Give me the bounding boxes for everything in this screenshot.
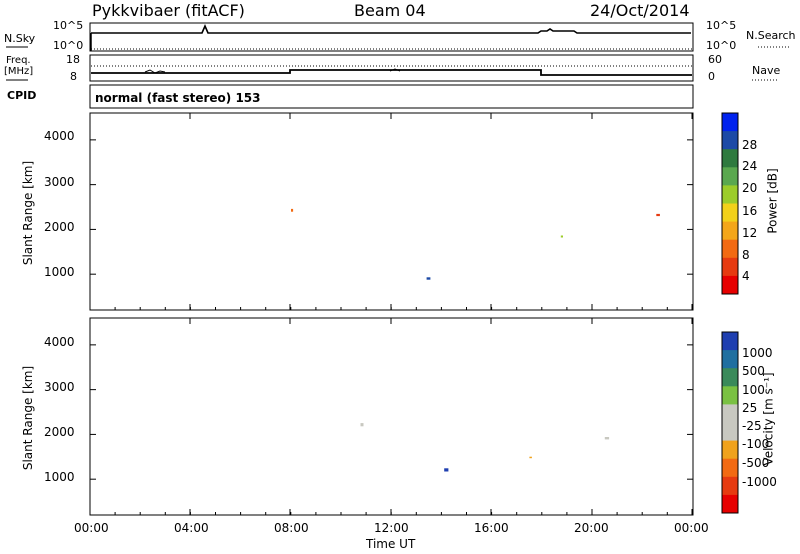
colorbar-segment bbox=[722, 332, 738, 351]
backscatter-cell bbox=[604, 437, 610, 440]
nave-right-tick-top: 60 bbox=[708, 53, 722, 66]
cpid-panel-frame bbox=[89, 84, 694, 109]
colorbar-segment bbox=[722, 404, 738, 423]
power-ytick-1000: 1000 bbox=[44, 265, 75, 279]
colorbar-segment bbox=[722, 275, 738, 295]
nsearch-label: N.Search bbox=[746, 29, 796, 42]
colorbar-segment bbox=[722, 476, 738, 496]
colorbar-segment bbox=[722, 350, 738, 369]
colorbar-segment bbox=[722, 239, 738, 259]
freq-left-tick-bottom: 8 bbox=[70, 70, 77, 83]
xtick-2000: 20:00 bbox=[574, 521, 609, 535]
backscatter-cell bbox=[529, 456, 532, 459]
velocity-scatter-layer bbox=[360, 423, 610, 472]
power-cb-tick-20: 20 bbox=[742, 181, 758, 195]
velocity-panel-frame bbox=[89, 317, 694, 516]
power-colorbar-frame bbox=[721, 112, 739, 295]
backscatter-cell bbox=[656, 213, 660, 217]
xtick-0800: 08:00 bbox=[274, 521, 309, 535]
frequency-trace-noise bbox=[144, 68, 401, 74]
noise-right-tick-top: 10^5 bbox=[706, 19, 737, 32]
cpid-text: normal (fast stereo) 153 bbox=[95, 91, 261, 105]
colorbar-segment bbox=[722, 203, 738, 223]
colorbar-segment bbox=[722, 458, 738, 478]
backscatter-cell bbox=[444, 468, 449, 472]
xtick-0400: 04:00 bbox=[174, 521, 209, 535]
noise-sky-trace bbox=[91, 23, 691, 34]
backscatter-cell bbox=[360, 423, 364, 427]
velocity-ytick-3000: 3000 bbox=[44, 380, 75, 394]
colorbar-segment bbox=[722, 494, 738, 514]
power-ytick-3000: 3000 bbox=[44, 175, 75, 189]
velocity-colorbar-frame bbox=[721, 331, 739, 514]
velocity-ytick-1000: 1000 bbox=[44, 470, 75, 484]
vel-cb-tick-25: 25 bbox=[742, 401, 758, 415]
backscatter-cell bbox=[426, 277, 431, 280]
freq-left-tick-top: 18 bbox=[66, 53, 80, 66]
vel-cb-tick-500: 500 bbox=[742, 364, 765, 378]
power-ytick-2000: 2000 bbox=[44, 220, 75, 234]
power-cb-tick-12: 12 bbox=[742, 226, 758, 240]
power-cb-tick-8: 8 bbox=[742, 248, 750, 262]
beam-title: Beam 04 bbox=[354, 1, 426, 20]
power-ylabel: Slant Range [km] bbox=[21, 160, 36, 266]
colorbar-segment bbox=[722, 386, 738, 405]
vel-cb-tick-m1000: -1000 bbox=[742, 475, 777, 489]
xtick-0000: 00:00 bbox=[74, 521, 109, 535]
axis-ticks bbox=[89, 113, 693, 515]
power-cb-tick-4: 4 bbox=[742, 269, 750, 283]
nsky-label: N.Sky bbox=[4, 32, 36, 45]
vel-cb-tick-m100: -100 bbox=[742, 437, 770, 451]
noise-left-tick-bottom: 10^0 bbox=[53, 39, 84, 52]
colorbar-segment bbox=[722, 422, 738, 442]
power-cb-tick-16: 16 bbox=[742, 204, 758, 218]
backscatter-cell bbox=[291, 208, 294, 212]
nave-right-tick-bottom: 0 bbox=[708, 70, 715, 83]
noise-right-tick-bottom: 10^0 bbox=[706, 39, 737, 52]
colorbar-segment bbox=[722, 257, 738, 277]
power-panel-frame bbox=[89, 112, 694, 311]
colorbar-segment bbox=[722, 368, 738, 387]
noise-panel-frame bbox=[89, 22, 694, 52]
colorbar-segment bbox=[722, 221, 738, 241]
velocity-colorbar-label: Velocity [m s⁻¹] bbox=[761, 372, 776, 466]
power-colorbar-label: Power [dB] bbox=[765, 168, 780, 234]
backscatter-cell bbox=[560, 235, 563, 238]
vel-cb-tick-m25: -25 bbox=[742, 419, 762, 433]
cpid-label: CPID bbox=[7, 89, 37, 102]
power-ytick-4000: 4000 bbox=[44, 129, 75, 143]
noise-left-tick-top: 10^5 bbox=[53, 19, 84, 32]
velocity-ytick-4000: 4000 bbox=[44, 335, 75, 349]
xtick-1200: 12:00 bbox=[374, 521, 409, 535]
power-scatter-layer bbox=[291, 208, 660, 280]
station-title: Pykkvibaer (fitACF) bbox=[92, 1, 245, 20]
colorbar-segment bbox=[722, 149, 738, 168]
velocity-ylabel: Slant Range [km] bbox=[21, 365, 36, 471]
date-title: 24/Oct/2014 bbox=[590, 1, 690, 20]
freq-panel-frame bbox=[89, 54, 694, 82]
power-cb-tick-24: 24 bbox=[742, 159, 758, 173]
colorbar-segment bbox=[722, 113, 738, 132]
nave-label: Nave bbox=[752, 64, 781, 77]
power-cb-tick-28: 28 bbox=[742, 138, 758, 152]
power-colorbar bbox=[722, 113, 738, 295]
vel-cb-tick-1000: 1000 bbox=[742, 346, 773, 360]
frequency-trace bbox=[91, 69, 692, 76]
xtick-2400: 00:00 bbox=[674, 521, 709, 535]
vel-cb-tick-m500: -500 bbox=[742, 456, 770, 470]
colorbar-segment bbox=[722, 167, 738, 186]
xtick-1600: 16:00 bbox=[474, 521, 509, 535]
freq-label: Freq. bbox=[6, 55, 31, 66]
velocity-ytick-2000: 2000 bbox=[44, 425, 75, 439]
xlabel: Time UT bbox=[366, 537, 416, 551]
colorbar-segment bbox=[722, 131, 738, 150]
colorbar-segment bbox=[722, 185, 738, 204]
colorbar-segment bbox=[722, 440, 738, 460]
velocity-colorbar bbox=[722, 332, 738, 514]
freq-unit-label: [MHz] bbox=[4, 66, 34, 77]
vel-cb-tick-100: 100 bbox=[742, 383, 765, 397]
